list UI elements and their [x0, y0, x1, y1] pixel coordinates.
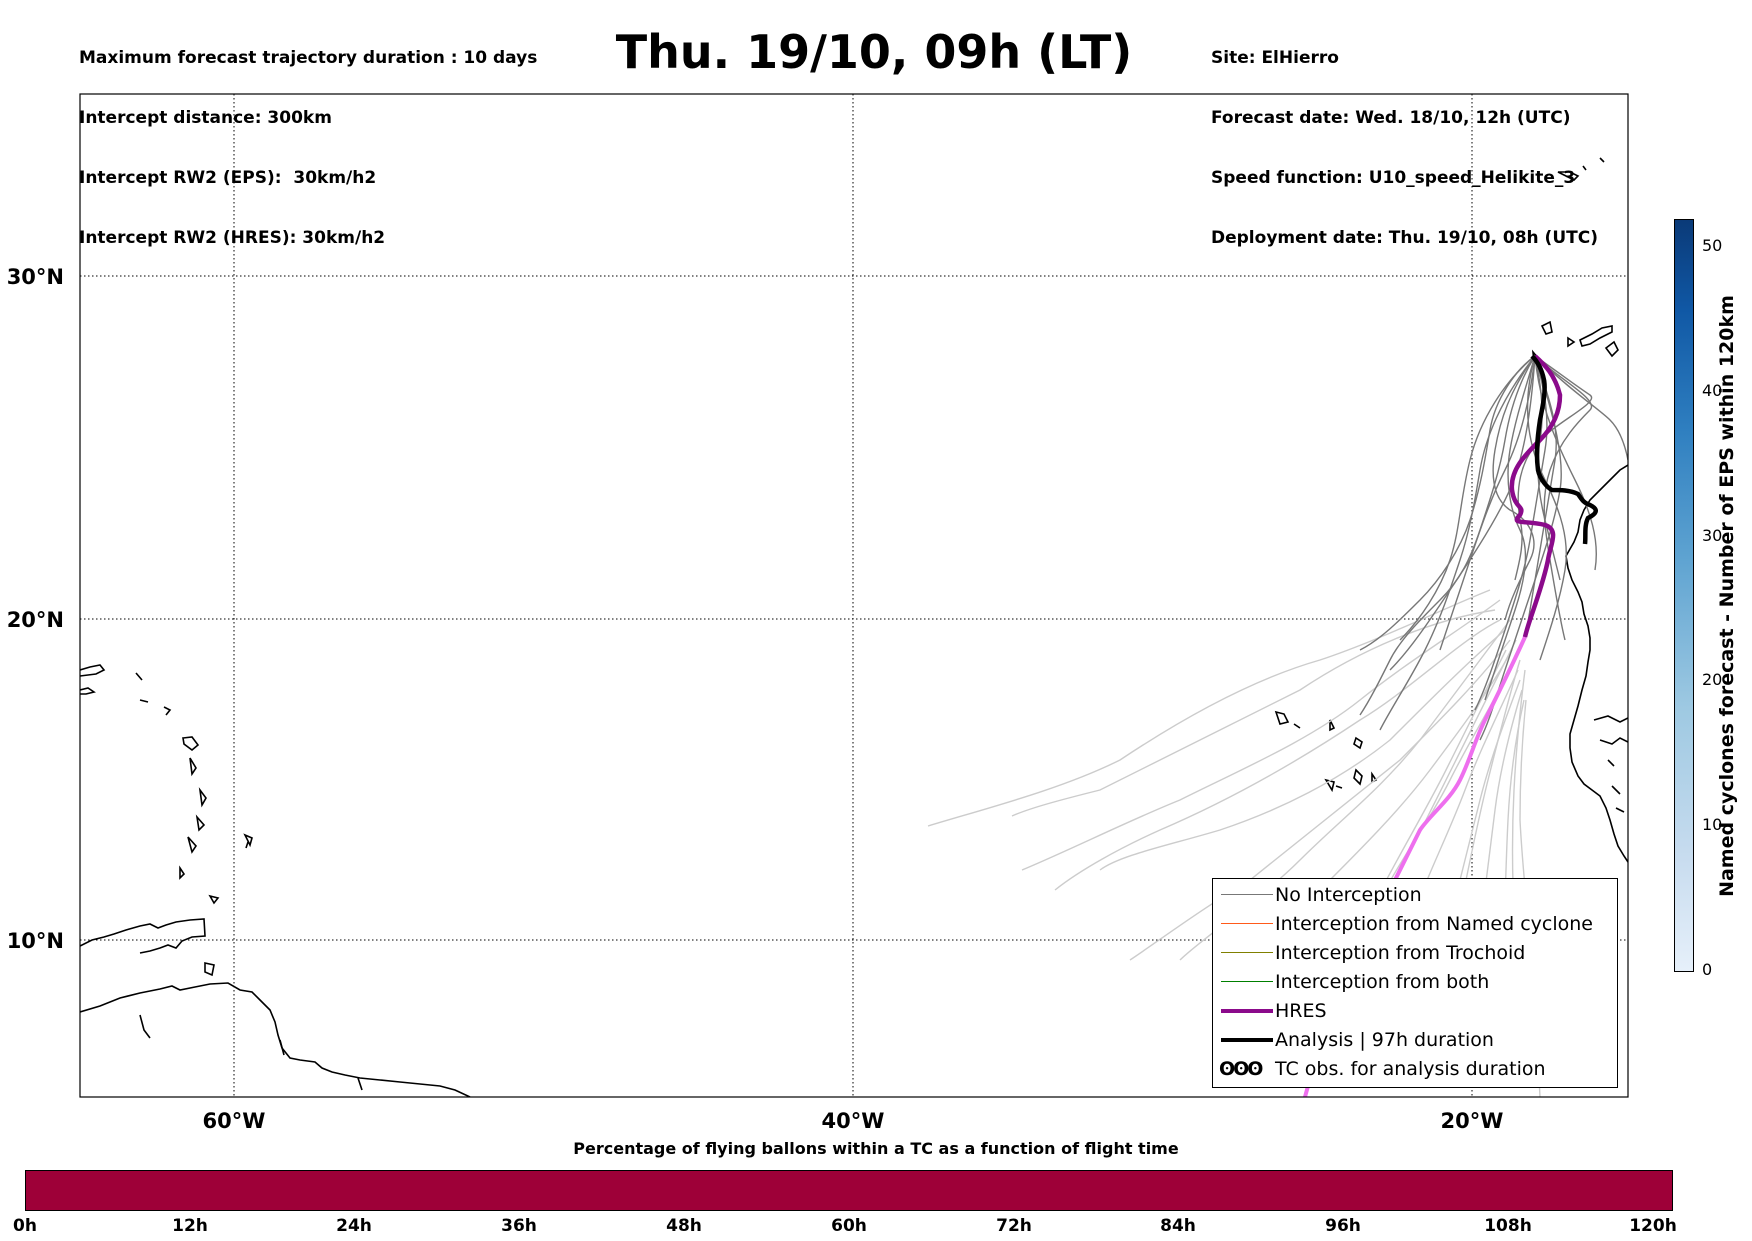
info-line: Intercept distance: 300km — [79, 108, 332, 128]
analysis-trajectory — [1530, 354, 1598, 545]
legend-swatch — [1221, 952, 1273, 953]
eps-trajectory — [1399, 355, 1536, 641]
coast-trinidad — [204, 962, 215, 977]
colorbar-tick: 10 — [1702, 815, 1723, 834]
flight-time-colorbar — [25, 1170, 1673, 1211]
bottom-tick: 96h — [1325, 1216, 1361, 1236]
eps-trajectory — [1484, 355, 1536, 701]
colorbar-tick: 30 — [1702, 526, 1723, 545]
coast-guiana — [139, 1014, 363, 1091]
coast-south-america — [80, 982, 471, 1097]
legend-label: Interception from both — [1275, 971, 1490, 993]
info-line: Deployment date: Thu. 19/10, 08h (UTC) — [1211, 228, 1598, 248]
bottom-tick: 36h — [501, 1216, 537, 1236]
map-frame — [79, 93, 1629, 1098]
legend-item-hres: HRES — [1213, 997, 1617, 1026]
legend-label: Interception from Named cyclone — [1275, 913, 1593, 935]
legend-label: HRES — [1275, 1000, 1327, 1022]
bottom-tick: 48h — [666, 1216, 702, 1236]
legend-item-no-interception: No Interception — [1213, 881, 1617, 910]
legend-swatch — [1221, 981, 1273, 982]
page-title: Thu. 19/10, 09h (LT) — [615, 25, 1133, 79]
bottom-tick: 24h — [336, 1216, 372, 1236]
eps-trajectory — [1054, 619, 1501, 891]
tc-symbol-icon: ʘʘʘ — [1219, 1058, 1263, 1080]
bottom-tick: 120h — [1629, 1216, 1677, 1236]
eps-trajectory — [1534, 355, 1628, 461]
lat-label-20n: 20°N — [7, 608, 64, 632]
lat-label-10n: 10°N — [7, 929, 64, 953]
coast-west-africa-islands — [1593, 715, 1628, 813]
colorbar-tick: 50 — [1702, 236, 1723, 255]
header-info-left: Maximum forecast trajectory duration : 1… — [79, 8, 537, 268]
colorbar-label: Named cyclones forecast - Number of EPS … — [1716, 295, 1738, 897]
bottom-colorbar-title: Percentage of flying ballons within a TC… — [573, 1139, 1179, 1158]
coast-cape-verde — [1274, 710, 1378, 793]
bottom-tick: 84h — [1160, 1216, 1196, 1236]
eps-trajectory — [1379, 355, 1536, 731]
coast-venezuela-north — [80, 918, 206, 954]
legend-item-named-cyclone: Interception from Named cyclone — [1213, 910, 1617, 939]
lon-label-60w: 60°W — [203, 1109, 266, 1133]
eps-trajectory — [1534, 355, 1593, 641]
coastlines — [80, 157, 1628, 1097]
colorbar-tick: 0 — [1702, 960, 1713, 979]
eps-trajectory — [1439, 355, 1536, 651]
eps-trajectory — [1359, 355, 1536, 716]
info-line: Forecast date: Wed. 18/10, 12h (UTC) — [1211, 108, 1571, 128]
bottom-tick: 0h — [13, 1216, 37, 1236]
header-info-right: Site: ElHierro Forecast date: Wed. 18/10… — [1211, 8, 1598, 268]
legend-swatch — [1221, 1009, 1273, 1013]
legend-item-trochoid: Interception from Trochoid — [1213, 939, 1617, 968]
info-line: Intercept RW2 (EPS): 30km/h2 — [79, 168, 377, 188]
info-line: Intercept RW2 (HRES): 30km/h2 — [79, 228, 386, 248]
lat-label-30n: 30°N — [7, 265, 64, 289]
info-line: Speed function: U10_speed_Helikite_3 — [1211, 168, 1576, 188]
legend-swatch — [1221, 1038, 1273, 1042]
legend-item-tc-obs: ʘʘʘ TC obs. for analysis duration — [1213, 1055, 1617, 1084]
eps-trajectory — [927, 589, 1491, 827]
eps-trajectory — [1021, 599, 1501, 871]
eps-trajectory — [1359, 355, 1536, 651]
bottom-tick: 60h — [831, 1216, 867, 1236]
lon-label-20w: 20°W — [1441, 1109, 1504, 1133]
lon-label-40w: 40°W — [822, 1109, 885, 1133]
bottom-tick: 12h — [172, 1216, 208, 1236]
graticule — [80, 94, 1628, 1097]
legend-swatch — [1221, 923, 1273, 924]
bottom-tick: 72h — [996, 1216, 1032, 1236]
legend-item-analysis: Analysis | 97h duration — [1213, 1026, 1617, 1055]
coast-antilles — [135, 672, 253, 905]
eps-trajectories-near — [1359, 355, 1628, 741]
eps-trajectory — [1129, 639, 1511, 961]
eps-trajectory — [1474, 355, 1548, 711]
bottom-tick: 108h — [1484, 1216, 1532, 1236]
legend: No Interception Interception from Named … — [1212, 878, 1618, 1088]
eps-trajectory — [1099, 629, 1506, 871]
colorbar-named-cyclones — [1674, 219, 1694, 972]
coast-canary-islands — [1531, 320, 1619, 369]
colorbar-tick: 40 — [1702, 381, 1723, 400]
eps-trajectory — [1524, 355, 1557, 641]
legend-swatch — [1221, 894, 1273, 895]
legend-item-both: Interception from both — [1213, 968, 1617, 997]
legend-label: Interception from Trochoid — [1275, 942, 1526, 964]
colorbar-tick: 20 — [1702, 670, 1723, 689]
info-line: Site: ElHierro — [1211, 48, 1339, 68]
coast-cuba-hispaniola — [80, 664, 106, 695]
coast-madeira — [1557, 157, 1605, 181]
legend-label: TC obs. for analysis duration — [1275, 1058, 1546, 1080]
hres-trajectory — [1509, 354, 1563, 638]
legend-label: Analysis | 97h duration — [1275, 1029, 1494, 1051]
info-line: Maximum forecast trajectory duration : 1… — [79, 48, 538, 68]
legend-label: No Interception — [1275, 884, 1422, 906]
coast-africa — [1565, 464, 1628, 863]
eps-trajectory — [1389, 355, 1536, 671]
